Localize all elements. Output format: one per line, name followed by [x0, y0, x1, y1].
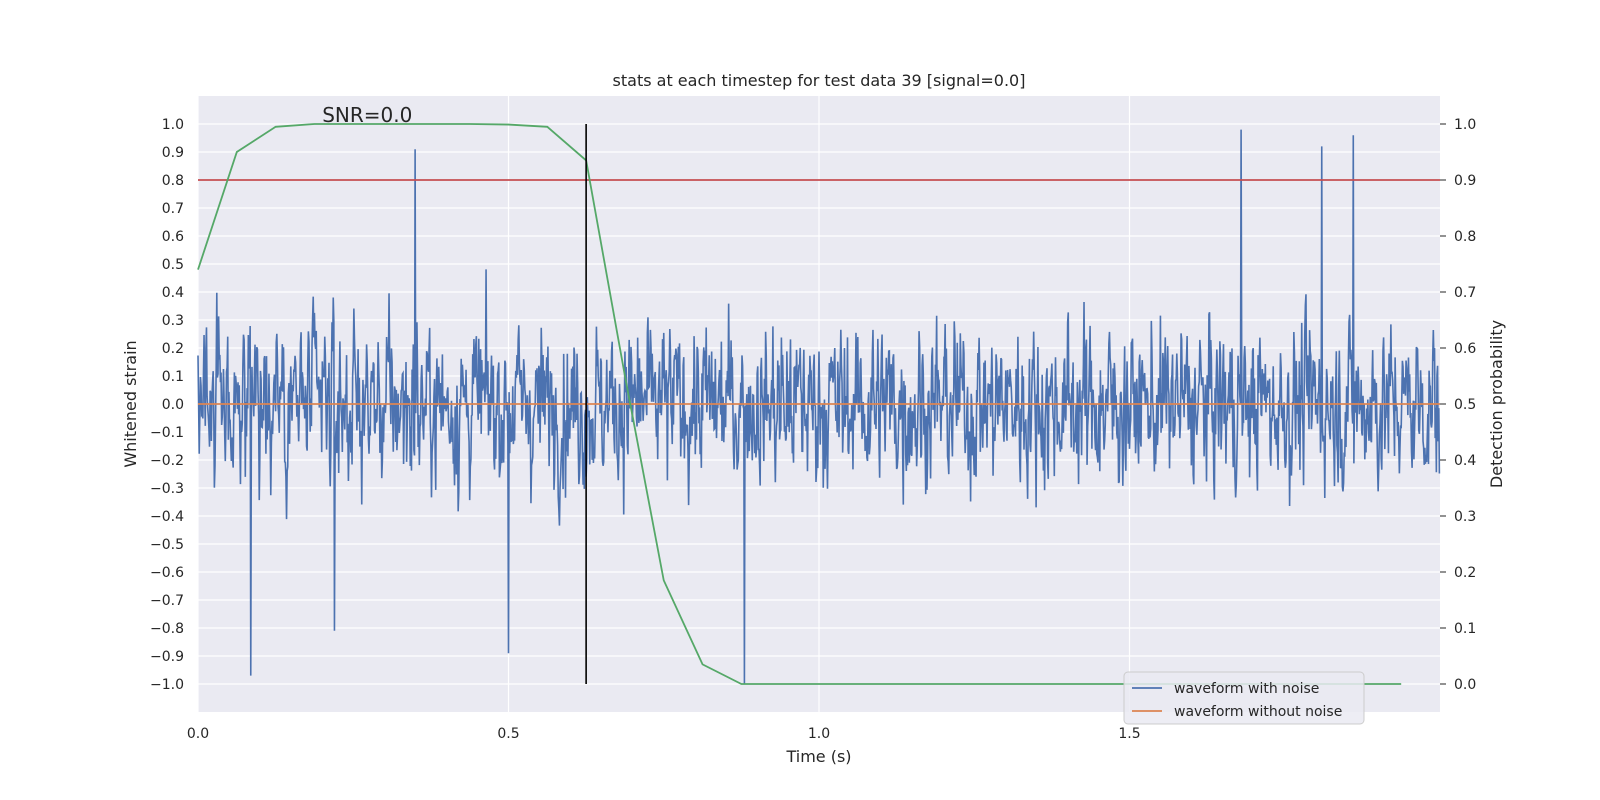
y-tick-label: −0.7 [150, 593, 184, 609]
y-tick-label: 0.0 [162, 397, 184, 413]
y2-tick-label: 0.4 [1454, 453, 1476, 469]
y-tick-label: 0.3 [162, 313, 184, 329]
y-tick-label: 0.7 [162, 201, 184, 217]
y-tick-label: −0.6 [150, 565, 184, 581]
y2-tick-label: 0.1 [1454, 621, 1476, 637]
y-tick-label: 0.4 [162, 285, 184, 301]
x-tick-label: 1.5 [1118, 726, 1140, 742]
y-tick-label: −0.3 [150, 481, 184, 497]
axes: 0.0 0.5 1.0 1.5 1.0 0.9 0.8 0.7 0.6 0.5 0.4 0.3 0.2 0… [150, 117, 1476, 742]
y-tick-label: 0.2 [162, 341, 184, 357]
y-tick-label: 0.1 [162, 369, 184, 385]
x-tick-label: 0.5 [497, 726, 519, 742]
snr-annotation: SNR=0.0 [322, 103, 412, 127]
y2-tick-label: 0.8 [1454, 229, 1476, 245]
y2-tick-label: 0.7 [1454, 285, 1476, 301]
y-tick-label: 1.0 [162, 117, 184, 133]
y2-tick-label: 0.6 [1454, 341, 1476, 357]
legend-label-waveform-without-noise: waveform without noise [1174, 704, 1342, 720]
y2-axis-label: Detection probability [1487, 320, 1506, 488]
y-tick-label: −0.5 [150, 537, 184, 553]
y-axis-label: Whitened strain [121, 340, 140, 467]
y-tick-label: −0.2 [150, 453, 184, 469]
y2-tick-label: 0.2 [1454, 565, 1476, 581]
legend-box [1123, 671, 1365, 725]
y-tick-label: 0.8 [162, 173, 184, 189]
series-waveform-with-noise [197, 129, 1441, 685]
y-tick-label: 0.6 [162, 229, 184, 245]
y2-tick-label: 0.0 [1454, 677, 1476, 693]
chart-title: stats at each timestep for test data 39 … [613, 71, 1026, 90]
x-tick-label: 0.0 [187, 726, 209, 742]
x-axis-label: Time (s) [785, 747, 851, 766]
y-tick-label: −0.1 [150, 425, 184, 441]
y2-tick-label: 1.0 [1454, 117, 1476, 133]
legend: waveform with noise waveform without noi… [1123, 671, 1365, 725]
y2-tick-label: 0.5 [1454, 397, 1476, 413]
x-tick-label: 1.0 [808, 726, 830, 742]
y-tick-label: 0.9 [162, 145, 184, 161]
y-tick-label: −0.9 [150, 649, 184, 665]
y2-tick-label: 0.3 [1454, 509, 1476, 525]
y2-tick-label: 0.9 [1454, 173, 1476, 189]
y-tick-label: 0.5 [162, 257, 184, 273]
legend-label-waveform-with-noise: waveform with noise [1174, 681, 1319, 697]
y-tick-label: −0.4 [150, 509, 184, 525]
y-tick-label: −0.8 [150, 621, 184, 637]
y-tick-label: −1.0 [150, 677, 184, 693]
data-series [197, 123, 1441, 685]
